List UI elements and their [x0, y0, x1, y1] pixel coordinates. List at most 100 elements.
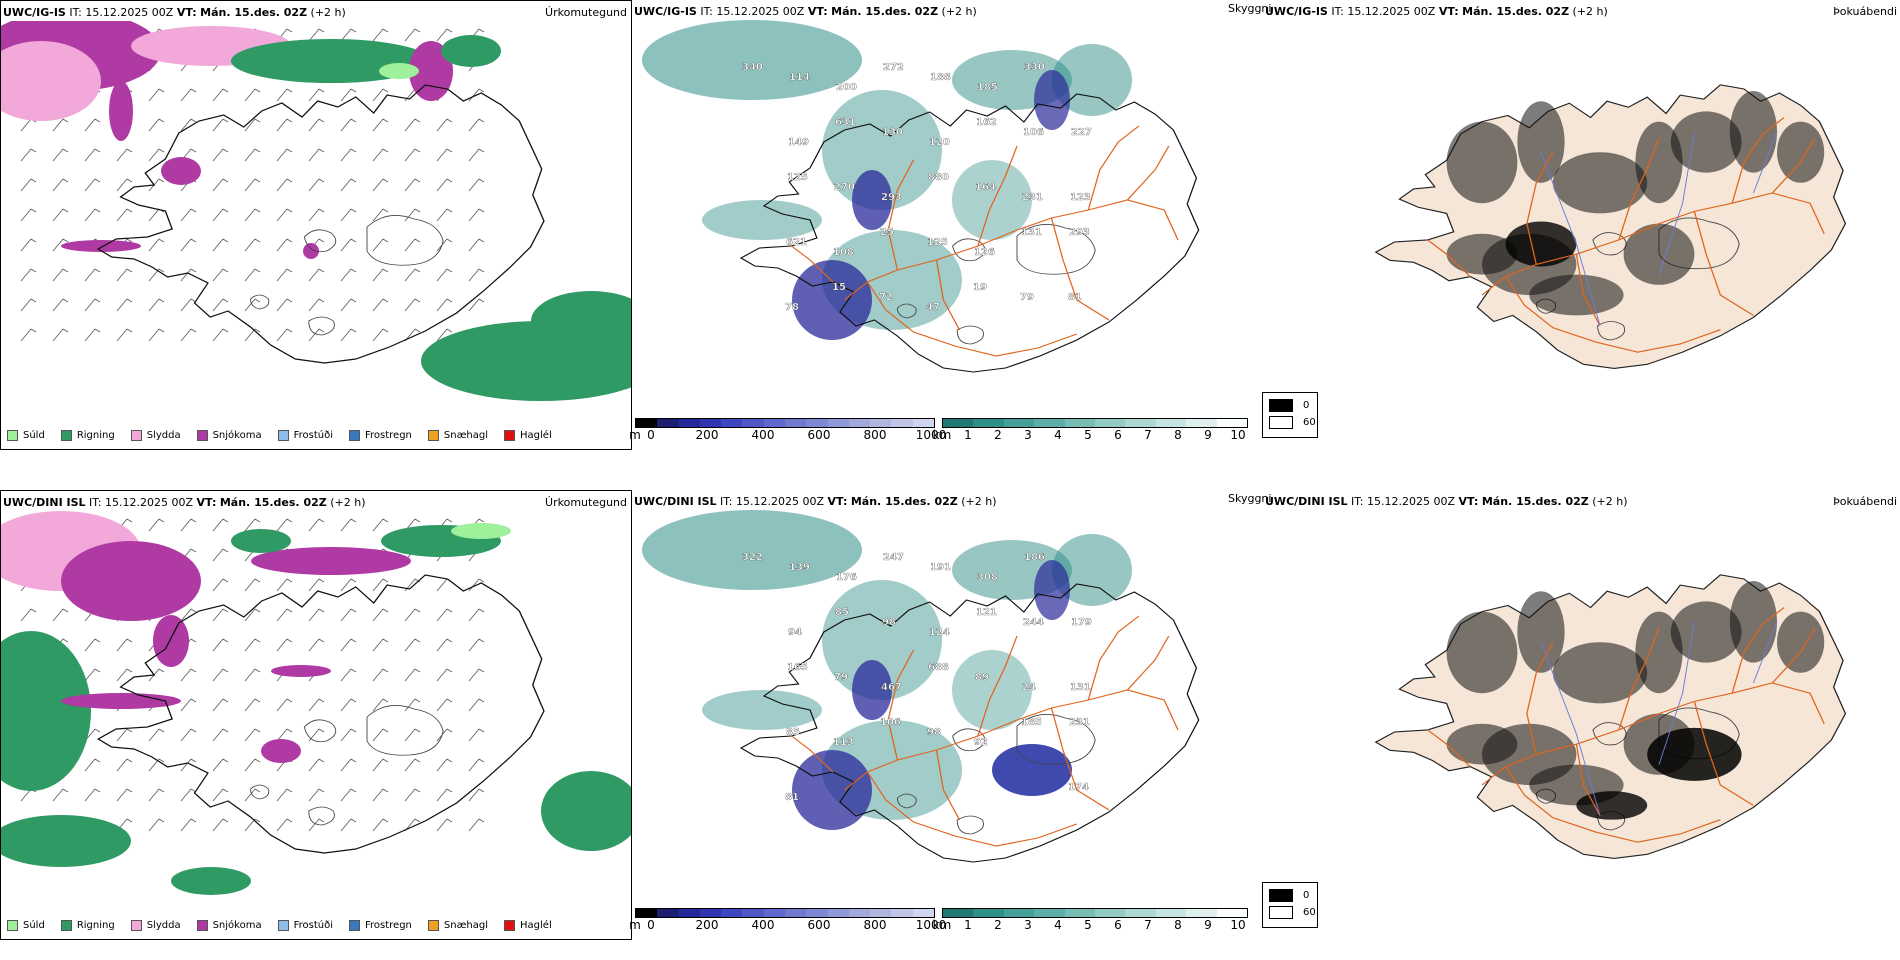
- height-tick: 400: [751, 428, 775, 442]
- height-unit: m: [629, 428, 641, 442]
- fog-index-panel: UWC/IG-IS IT: 15.12.2025 00Z VT: Mán. 15…: [1265, 0, 1897, 470]
- km-colorbar-ticks: km 1 2 3 4 5 6 7 8 9 10: [933, 428, 1248, 442]
- visibility-value-label: 121: [976, 607, 997, 618]
- wind-barb: [148, 668, 165, 682]
- road-line: [1050, 707, 1110, 811]
- terrain-obscured-area: [792, 750, 872, 830]
- km-tick: 4: [1054, 428, 1062, 442]
- terrain-obscured-area: [1034, 560, 1070, 620]
- wind-barb: [212, 88, 229, 102]
- glacier-outline: [250, 294, 270, 310]
- wind-barb: [340, 328, 357, 342]
- height-tick: 1000: [915, 428, 947, 442]
- legend-swatch: [504, 429, 516, 441]
- wind-barb: [244, 638, 261, 652]
- wind-barb: [84, 788, 101, 802]
- road-line: [935, 749, 961, 821]
- wind-barb: [436, 118, 453, 132]
- low-visibility-area: [642, 510, 862, 590]
- colorbar-cell: [870, 909, 892, 917]
- wind-barb: [148, 298, 165, 312]
- height-colorbar-boxes: [635, 418, 935, 428]
- glacier-outline: [952, 238, 986, 262]
- wind-barb: [148, 118, 165, 132]
- it-value: 15.12.2025 00Z: [85, 6, 174, 19]
- colorbar-cell: [827, 909, 849, 917]
- legend-label: Slydda: [146, 919, 181, 931]
- visibility-value-label: 270: [834, 182, 855, 193]
- km-tick: 1: [964, 428, 972, 442]
- legend-label: Snæhagl: [443, 429, 489, 441]
- wind-barb: [276, 608, 293, 622]
- wind-barb: [52, 608, 69, 622]
- road-line: [1618, 137, 1660, 241]
- wind-barb: [404, 268, 421, 282]
- wind-barb: [340, 148, 357, 162]
- visibility-value-label: 120: [929, 137, 950, 148]
- wind-barb: [404, 578, 421, 592]
- wind-barb: [276, 788, 293, 802]
- fog-dense-area: [1552, 152, 1648, 214]
- wind-barb: [308, 118, 325, 132]
- wind-barb: [244, 578, 261, 592]
- visibility-value-label: 108: [833, 247, 854, 258]
- wind-barb: [372, 728, 389, 742]
- colorbar-cell: [912, 909, 934, 917]
- legend-swatch: [196, 919, 208, 931]
- wind-barb: [116, 818, 133, 832]
- legend-label: Frostregn: [365, 429, 412, 441]
- wind-barb: [404, 608, 421, 622]
- visibility-value-label: 81: [1068, 292, 1082, 303]
- wind-barb: [180, 608, 197, 622]
- lead-time: (+2 h): [961, 495, 997, 508]
- glacier-outline: [308, 806, 335, 826]
- wind-barb: [244, 608, 261, 622]
- km-unit: km: [932, 918, 952, 932]
- legend-label: Snæhagl: [443, 919, 489, 931]
- visibility-value-label: 330: [1024, 62, 1045, 73]
- legend-label: Rigning: [76, 429, 115, 441]
- wind-barb: [404, 148, 421, 162]
- visibility-value-label: 85: [835, 607, 849, 618]
- wind-barb: [84, 328, 101, 342]
- it-value: 15.12.2025 00Z: [736, 495, 825, 508]
- fog-dense-area: [1777, 121, 1825, 183]
- colorbar-cell: [1155, 419, 1187, 427]
- km-colorbar-boxes: [942, 908, 1248, 918]
- vt-value: Mán. 15.des. 02Z: [850, 495, 958, 508]
- colorbar-cell: [1125, 909, 1156, 917]
- wind-barb: [276, 638, 293, 652]
- wind-barb: [212, 268, 229, 282]
- road-line: [935, 259, 961, 331]
- road-line: [1526, 641, 1554, 755]
- wind-barb: [52, 178, 69, 192]
- road-line: [1693, 701, 1754, 806]
- glacier-outline: [1597, 321, 1626, 341]
- glacier-outline: [303, 719, 337, 743]
- road-line: [1771, 627, 1816, 684]
- wind-barb: [468, 238, 485, 252]
- panel-header: UWC/DINI ISL IT: 15.12.2025 00Z VT: Mán.…: [634, 495, 997, 509]
- visibility-value-label: 89: [975, 672, 989, 683]
- wind-barb: [244, 818, 261, 832]
- legend-label: Frostregn: [365, 919, 412, 931]
- visibility-value-label: 24: [1022, 682, 1036, 693]
- legend-item: Haglél: [504, 429, 552, 441]
- wind-barb: [276, 268, 293, 282]
- wind-barb: [20, 328, 37, 342]
- km-tick: 5: [1084, 428, 1092, 442]
- vt-label: VT:: [1438, 5, 1459, 18]
- colorbar-cell: [699, 419, 722, 427]
- wind-barb: [84, 208, 101, 222]
- height-tick: 0: [647, 918, 655, 932]
- forecast-row: UWC/IG-IS IT: 15.12.2025 00Z VT: Mán. 15…: [0, 0, 1900, 470]
- fog-map: [1374, 574, 1847, 860]
- wind-barb: [276, 728, 293, 742]
- visibility-value-label: 72: [879, 292, 893, 303]
- visibility-value-label: 200: [836, 82, 857, 93]
- visibility-panel: UWC/DINI ISL IT: 15.12.2025 00Z VT: Mán.…: [629, 490, 1318, 960]
- wind-barb: [84, 148, 101, 162]
- wind-barb: [404, 638, 421, 652]
- wind-barb: [436, 638, 453, 652]
- wind-barb: [308, 268, 325, 282]
